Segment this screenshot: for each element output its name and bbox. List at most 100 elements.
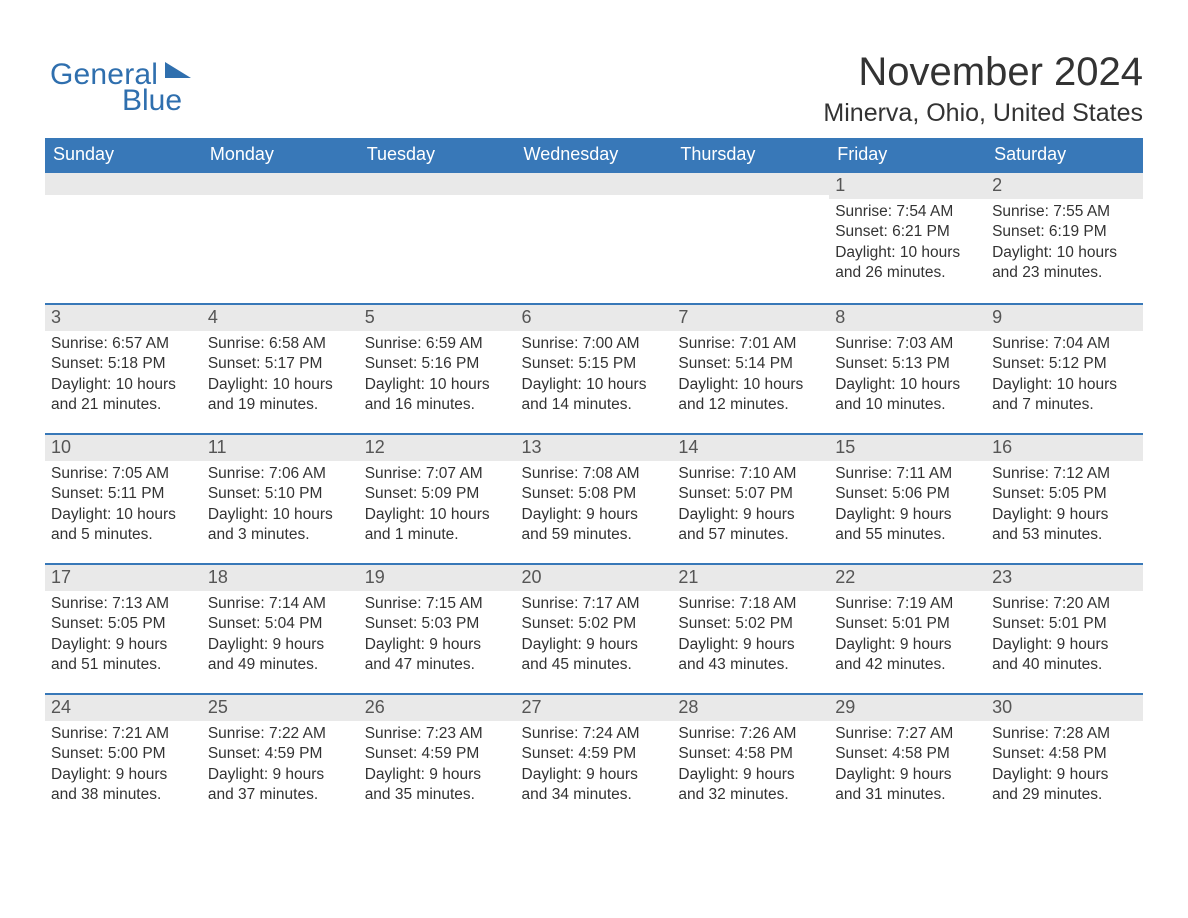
calendar-day-cell: 15Sunrise: 7:11 AMSunset: 5:06 PMDayligh… xyxy=(829,433,986,563)
calendar-day-cell xyxy=(672,171,829,303)
calendar-day-cell xyxy=(516,171,673,303)
sunset-text: Sunset: 5:13 PM xyxy=(835,354,980,374)
day-cell-inner: 18Sunrise: 7:14 AMSunset: 5:04 PMDayligh… xyxy=(202,563,359,693)
day-number: 30 xyxy=(986,695,1143,721)
daylight-text: Daylight: 9 hours and 37 minutes. xyxy=(208,765,353,806)
sunrise-text: Sunrise: 7:54 AM xyxy=(835,202,980,222)
weekday-header: Monday xyxy=(202,138,359,171)
day-number: 10 xyxy=(45,435,202,461)
daylight-text: Daylight: 10 hours and 14 minutes. xyxy=(522,375,667,416)
day-info: Sunrise: 6:58 AMSunset: 5:17 PMDaylight:… xyxy=(202,331,359,416)
day-info: Sunrise: 7:12 AMSunset: 5:05 PMDaylight:… xyxy=(986,461,1143,546)
sunrise-text: Sunrise: 7:28 AM xyxy=(992,724,1137,744)
sunrise-text: Sunrise: 6:57 AM xyxy=(51,334,196,354)
sunset-text: Sunset: 4:58 PM xyxy=(678,744,823,764)
day-cell-inner: 6Sunrise: 7:00 AMSunset: 5:15 PMDaylight… xyxy=(516,303,673,433)
daylight-text: Daylight: 9 hours and 59 minutes. xyxy=(522,505,667,546)
calendar-day-cell: 8Sunrise: 7:03 AMSunset: 5:13 PMDaylight… xyxy=(829,303,986,433)
day-info: Sunrise: 6:57 AMSunset: 5:18 PMDaylight:… xyxy=(45,331,202,416)
day-cell-inner: 8Sunrise: 7:03 AMSunset: 5:13 PMDaylight… xyxy=(829,303,986,433)
day-number: 25 xyxy=(202,695,359,721)
sunset-text: Sunset: 5:08 PM xyxy=(522,484,667,504)
sunset-text: Sunset: 5:14 PM xyxy=(678,354,823,374)
calendar-day-cell: 18Sunrise: 7:14 AMSunset: 5:04 PMDayligh… xyxy=(202,563,359,693)
day-number: 12 xyxy=(359,435,516,461)
day-number: 7 xyxy=(672,305,829,331)
day-number: 23 xyxy=(986,565,1143,591)
day-cell-inner: 28Sunrise: 7:26 AMSunset: 4:58 PMDayligh… xyxy=(672,693,829,811)
calendar-week-row: 17Sunrise: 7:13 AMSunset: 5:05 PMDayligh… xyxy=(45,563,1143,693)
day-info: Sunrise: 7:11 AMSunset: 5:06 PMDaylight:… xyxy=(829,461,986,546)
empty-day-strip xyxy=(202,171,359,195)
day-info: Sunrise: 7:54 AMSunset: 6:21 PMDaylight:… xyxy=(829,199,986,284)
day-info: Sunrise: 6:59 AMSunset: 5:16 PMDaylight:… xyxy=(359,331,516,416)
weekday-header-row: Sunday Monday Tuesday Wednesday Thursday… xyxy=(45,138,1143,171)
daylight-text: Daylight: 10 hours and 16 minutes. xyxy=(365,375,510,416)
calendar-day-cell: 14Sunrise: 7:10 AMSunset: 5:07 PMDayligh… xyxy=(672,433,829,563)
calendar-day-cell: 3Sunrise: 6:57 AMSunset: 5:18 PMDaylight… xyxy=(45,303,202,433)
calendar-body: 1Sunrise: 7:54 AMSunset: 6:21 PMDaylight… xyxy=(45,171,1143,811)
sunset-text: Sunset: 5:01 PM xyxy=(835,614,980,634)
day-number: 29 xyxy=(829,695,986,721)
sunrise-text: Sunrise: 7:11 AM xyxy=(835,464,980,484)
daylight-text: Daylight: 9 hours and 55 minutes. xyxy=(835,505,980,546)
weekday-header: Tuesday xyxy=(359,138,516,171)
calendar-week-row: 10Sunrise: 7:05 AMSunset: 5:11 PMDayligh… xyxy=(45,433,1143,563)
sunrise-text: Sunrise: 7:18 AM xyxy=(678,594,823,614)
day-cell-inner: 22Sunrise: 7:19 AMSunset: 5:01 PMDayligh… xyxy=(829,563,986,693)
sunrise-text: Sunrise: 7:07 AM xyxy=(365,464,510,484)
sunset-text: Sunset: 5:12 PM xyxy=(992,354,1137,374)
sunset-text: Sunset: 6:21 PM xyxy=(835,222,980,242)
daylight-text: Daylight: 9 hours and 38 minutes. xyxy=(51,765,196,806)
day-number: 15 xyxy=(829,435,986,461)
day-number: 26 xyxy=(359,695,516,721)
calendar-day-cell: 22Sunrise: 7:19 AMSunset: 5:01 PMDayligh… xyxy=(829,563,986,693)
day-number: 24 xyxy=(45,695,202,721)
sunset-text: Sunset: 5:10 PM xyxy=(208,484,353,504)
sunrise-text: Sunrise: 6:59 AM xyxy=(365,334,510,354)
day-number: 13 xyxy=(516,435,673,461)
day-info: Sunrise: 7:23 AMSunset: 4:59 PMDaylight:… xyxy=(359,721,516,806)
daylight-text: Daylight: 9 hours and 51 minutes. xyxy=(51,635,196,676)
daylight-text: Daylight: 10 hours and 23 minutes. xyxy=(992,243,1137,284)
day-cell-inner: 11Sunrise: 7:06 AMSunset: 5:10 PMDayligh… xyxy=(202,433,359,563)
day-cell-inner: 24Sunrise: 7:21 AMSunset: 5:00 PMDayligh… xyxy=(45,693,202,811)
day-info: Sunrise: 7:04 AMSunset: 5:12 PMDaylight:… xyxy=(986,331,1143,416)
weekday-header: Saturday xyxy=(986,138,1143,171)
calendar-day-cell: 1Sunrise: 7:54 AMSunset: 6:21 PMDaylight… xyxy=(829,171,986,303)
daylight-text: Daylight: 10 hours and 19 minutes. xyxy=(208,375,353,416)
daylight-text: Daylight: 10 hours and 3 minutes. xyxy=(208,505,353,546)
day-number: 27 xyxy=(516,695,673,721)
day-number: 18 xyxy=(202,565,359,591)
sunrise-text: Sunrise: 7:26 AM xyxy=(678,724,823,744)
flag-icon xyxy=(165,60,191,78)
calendar-day-cell: 11Sunrise: 7:06 AMSunset: 5:10 PMDayligh… xyxy=(202,433,359,563)
sunset-text: Sunset: 4:59 PM xyxy=(522,744,667,764)
daylight-text: Daylight: 10 hours and 10 minutes. xyxy=(835,375,980,416)
weekday-header: Wednesday xyxy=(516,138,673,171)
sunset-text: Sunset: 4:59 PM xyxy=(208,744,353,764)
calendar-week-row: 3Sunrise: 6:57 AMSunset: 5:18 PMDaylight… xyxy=(45,303,1143,433)
day-cell-inner: 5Sunrise: 6:59 AMSunset: 5:16 PMDaylight… xyxy=(359,303,516,433)
day-cell-inner: 3Sunrise: 6:57 AMSunset: 5:18 PMDaylight… xyxy=(45,303,202,433)
daylight-text: Daylight: 10 hours and 12 minutes. xyxy=(678,375,823,416)
day-info: Sunrise: 7:03 AMSunset: 5:13 PMDaylight:… xyxy=(829,331,986,416)
day-info: Sunrise: 7:18 AMSunset: 5:02 PMDaylight:… xyxy=(672,591,829,676)
empty-day-strip xyxy=(672,171,829,195)
day-number: 8 xyxy=(829,305,986,331)
sunset-text: Sunset: 5:11 PM xyxy=(51,484,196,504)
sunrise-text: Sunrise: 7:05 AM xyxy=(51,464,196,484)
day-info: Sunrise: 7:24 AMSunset: 4:59 PMDaylight:… xyxy=(516,721,673,806)
day-cell-inner: 19Sunrise: 7:15 AMSunset: 5:03 PMDayligh… xyxy=(359,563,516,693)
day-number: 4 xyxy=(202,305,359,331)
calendar-week-row: 1Sunrise: 7:54 AMSunset: 6:21 PMDaylight… xyxy=(45,171,1143,303)
day-cell-inner: 13Sunrise: 7:08 AMSunset: 5:08 PMDayligh… xyxy=(516,433,673,563)
location-subtitle: Minerva, Ohio, United States xyxy=(45,99,1143,128)
month-title: November 2024 xyxy=(45,50,1143,95)
day-cell-inner: 23Sunrise: 7:20 AMSunset: 5:01 PMDayligh… xyxy=(986,563,1143,693)
day-cell-inner: 9Sunrise: 7:04 AMSunset: 5:12 PMDaylight… xyxy=(986,303,1143,433)
day-number: 17 xyxy=(45,565,202,591)
calendar-day-cell: 23Sunrise: 7:20 AMSunset: 5:01 PMDayligh… xyxy=(986,563,1143,693)
day-info: Sunrise: 7:05 AMSunset: 5:11 PMDaylight:… xyxy=(45,461,202,546)
sunrise-text: Sunrise: 7:27 AM xyxy=(835,724,980,744)
